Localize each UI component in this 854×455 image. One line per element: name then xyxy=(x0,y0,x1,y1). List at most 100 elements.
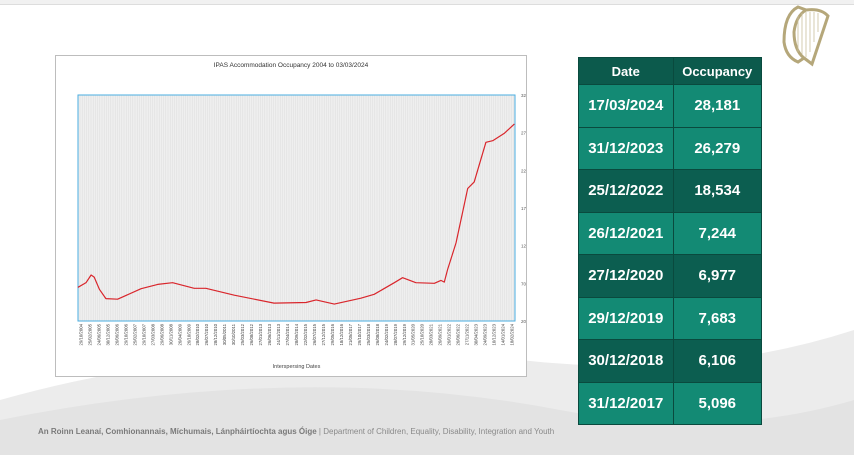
data-point xyxy=(485,142,487,143)
data-point xyxy=(140,288,142,289)
x-tick-label: 27/12/2015 xyxy=(321,323,326,345)
x-tick-label: 27/03/2008 xyxy=(150,323,155,345)
y-tick-label: 27000 xyxy=(521,131,526,136)
footer-separator: | xyxy=(316,427,324,436)
occupancy-chart: IPAS Accommodation Occupancy 2004 to 03/… xyxy=(55,55,527,377)
table-row: 27/12/2020 6,977 xyxy=(578,254,763,298)
row-date: 31/12/2017 xyxy=(578,381,674,425)
data-point xyxy=(93,276,95,278)
data-point xyxy=(503,133,505,134)
x-tick-label: 25/10/2020 xyxy=(420,323,425,345)
data-point xyxy=(443,281,445,283)
footer: An Roinn Leanaí, Comhionannais, Míchumai… xyxy=(38,427,554,436)
data-point xyxy=(440,280,442,281)
data-point xyxy=(117,298,118,300)
data-point xyxy=(85,282,87,283)
y-tick-label: 32000 xyxy=(521,93,526,98)
data-point xyxy=(415,282,417,283)
row-date: 17/03/2024 xyxy=(578,84,674,128)
chart-title: IPAS Accommodation Occupancy 2004 to 03/… xyxy=(213,62,369,69)
x-tick-label: 24/09/2023 xyxy=(483,323,488,345)
table-row: 31/12/2017 5,096 xyxy=(578,381,763,425)
x-tick-label: 28/09/2014 xyxy=(294,323,299,345)
data-point xyxy=(334,303,335,305)
x-tick-label: 24/06/2005 xyxy=(96,323,101,345)
x-tick-label: 21/05/2017 xyxy=(348,323,353,345)
row-date: 25/12/2022 xyxy=(578,169,674,213)
x-tick-label: 28/07/2019 xyxy=(393,323,398,345)
data-point xyxy=(105,298,107,299)
x-tick-label: 26/10/2009 xyxy=(186,323,191,345)
x-tick-label: 26/07/2010 xyxy=(204,323,209,345)
data-point xyxy=(514,123,515,125)
x-tick-label: 27/04/2014 xyxy=(285,323,290,345)
row-occupancy: 28,181 xyxy=(672,84,763,128)
footer-irish: An Roinn Leanaí, Comhionannais, Míchumai… xyxy=(38,427,317,436)
plot-border xyxy=(77,94,516,322)
x-tick-label: 30/10/2011 xyxy=(231,323,236,345)
data-point xyxy=(157,284,159,285)
data-point xyxy=(99,288,100,290)
row-occupancy: 7,683 xyxy=(672,296,763,340)
x-tick-label: 18/12/2016 xyxy=(339,323,344,345)
x-tick-label: 26/04/2009 xyxy=(177,323,182,345)
table-row: 25/12/2022 18,534 xyxy=(578,169,763,213)
row-date: 30/12/2018 xyxy=(578,339,674,383)
header-occupancy: Occupancy xyxy=(672,57,763,85)
x-tick-label: 29/10/2004 xyxy=(79,323,84,345)
table-header-row: Date Occupancy xyxy=(578,57,763,85)
data-point xyxy=(205,288,207,289)
x-tick-label: 26/08/2018 xyxy=(375,323,380,345)
row-occupancy: 26,279 xyxy=(672,126,763,170)
data-point xyxy=(172,282,173,283)
data-point xyxy=(434,283,435,284)
data-point xyxy=(473,181,475,183)
x-tick-label: 29/12/2019 xyxy=(402,323,407,345)
chart-svg: 2000 7000 12000 17000 22000 27000 32000 29/10/2… xyxy=(77,93,526,370)
data-point xyxy=(393,282,395,283)
data-point xyxy=(234,294,235,296)
x-tick-label: 30/11/2008 xyxy=(168,323,173,345)
data-point xyxy=(492,140,493,141)
y-tick-label: 7000 xyxy=(521,281,526,286)
x-tick-label: 18/02/2024 xyxy=(510,323,515,345)
x-tick-label: 14/01/2024 xyxy=(501,323,506,345)
x-tick-label: 22/02/2015 xyxy=(303,323,308,345)
x-tick-label: 26/07/2015 xyxy=(312,323,317,345)
data-point xyxy=(373,293,375,295)
table-row: 31/12/2023 26,279 xyxy=(578,126,763,170)
x-tick-label: 27/01/2013 xyxy=(258,323,263,345)
x-tick-label: 26/01/2022 xyxy=(447,323,452,345)
x-tick-label: 25/03/2012 xyxy=(240,323,245,345)
row-occupancy: 18,534 xyxy=(672,169,763,213)
x-tick-label: 24/02/2019 xyxy=(384,323,389,345)
x-tick-label: 28/12/2010 xyxy=(213,323,218,345)
x-tick-label: 29/10/2017 xyxy=(357,323,362,345)
row-occupancy: 7,244 xyxy=(672,211,763,255)
x-tick-label: 27/11/2022 xyxy=(465,323,470,345)
x-tick-label: 29/05/2016 xyxy=(330,323,335,345)
footer-english: Department of Children, Equality, Disabi… xyxy=(323,427,555,436)
data-point xyxy=(467,188,468,189)
row-date: 27/12/2020 xyxy=(578,254,674,298)
row-date: 31/12/2023 xyxy=(578,126,674,170)
occupancy-table: Date Occupancy 17/03/2024 28,181 31/12/20… xyxy=(578,57,763,425)
data-point xyxy=(77,287,79,288)
x-tick-label: 30/12/2005 xyxy=(105,323,110,345)
data-point xyxy=(402,277,403,278)
data-point xyxy=(273,302,275,304)
x-tick-label: 25/03/2018 xyxy=(366,323,371,345)
x-tick-label: 31/05/2020 xyxy=(411,323,416,345)
x-tick-label: 10/12/2023 xyxy=(492,323,497,345)
x-tick-label: 28/03/2021 xyxy=(429,323,434,345)
y-tick-label: 2000 xyxy=(521,319,526,324)
y-tick-label: 12000 xyxy=(521,244,526,249)
header-date: Date xyxy=(578,57,674,85)
row-occupancy: 6,106 xyxy=(672,339,763,383)
x-axis-label: Interspersing Dates xyxy=(273,364,321,370)
x-tick-label: 30/04/2023 xyxy=(474,323,479,345)
table-row: 26/12/2021 7,244 xyxy=(578,211,763,255)
top-bar xyxy=(0,0,854,5)
x-tick-label: 28/02/2010 xyxy=(195,323,200,345)
y-tick-label: 17000 xyxy=(521,206,526,211)
